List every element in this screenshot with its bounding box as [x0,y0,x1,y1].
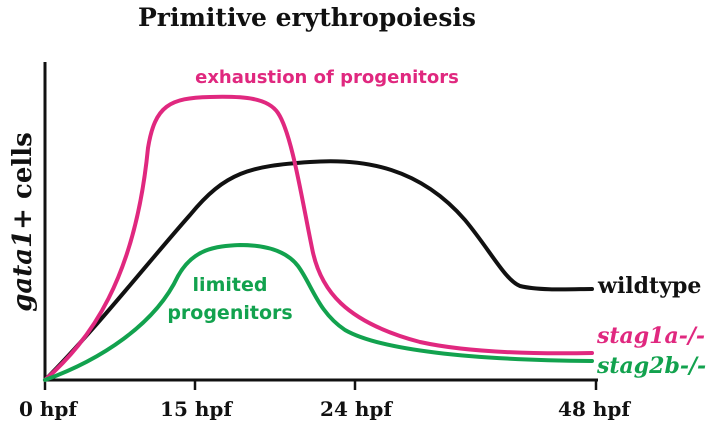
x-tick-label-15: 15 hpf [160,397,233,421]
series-line-wildtype [43,159,594,382]
y-axis-label-rest: + cells [8,132,38,230]
series-label-stag2b: stag2b-/- [596,353,706,379]
x-tick-label-24: 24 hpf [320,397,393,421]
y-axis-label: gata1+ cells [8,132,38,312]
x-tick-label-48: 48 hpf [558,397,631,421]
series-label-stag1a: stag1a-/- [596,323,705,349]
annotation-limited: limited [193,274,268,296]
series-line-stag2b [43,243,594,382]
series-line-stag1a [43,94,594,382]
series-label-wildtype: wildtype [597,273,701,299]
annotation-exhaustion: exhaustion of progenitors [195,67,459,88]
x-tick-label-0: 0 hpf [19,397,78,421]
chart-title: Primitive erythropoiesis [138,3,476,32]
y-axis-label-gene: gata1 [8,230,38,312]
annotation-progenitors: progenitors [167,302,292,324]
